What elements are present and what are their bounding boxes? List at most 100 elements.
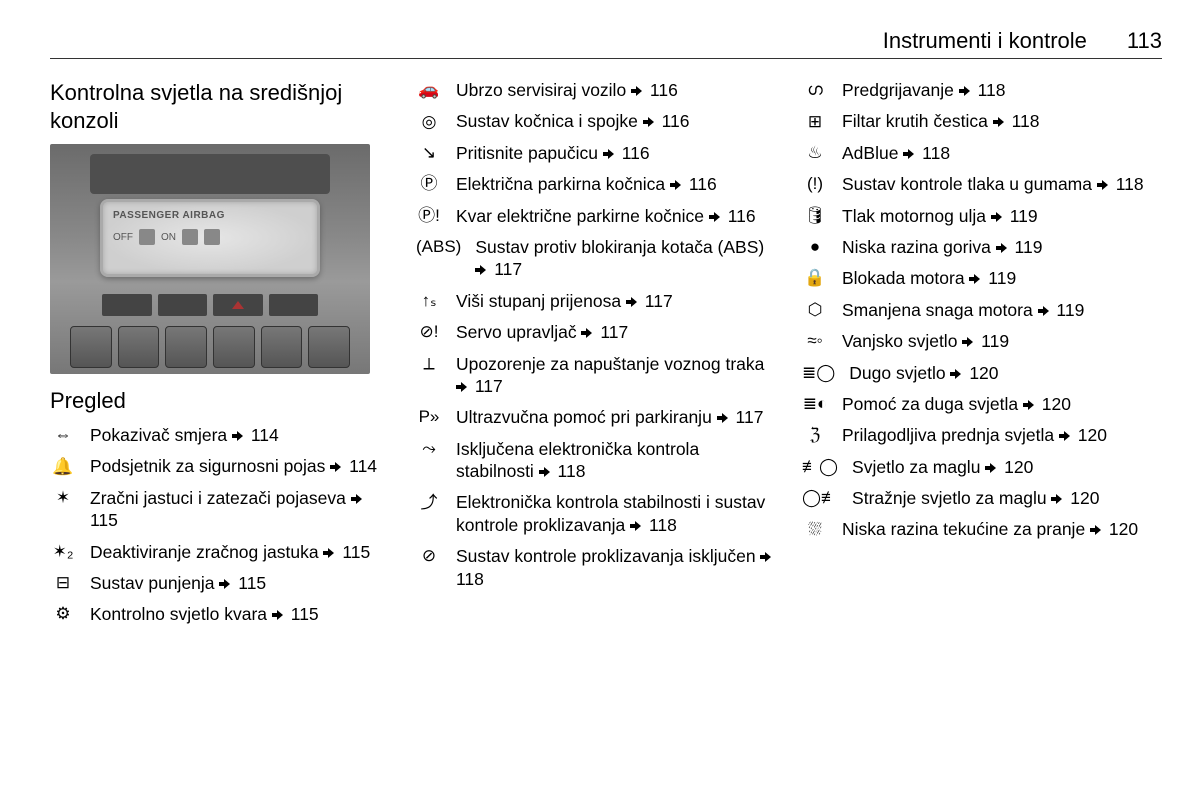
indicator-text: Sustav punjenja 115 bbox=[90, 572, 390, 594]
column-2: 🚗Ubrzo servisiraj vozilo 116 ◎Sustav kočn… bbox=[416, 79, 776, 635]
page-ref: 114 bbox=[344, 456, 377, 476]
indicator-item: (ABS) Sustav protiv blokiranja kotača (AB… bbox=[416, 236, 776, 281]
indicator-text: Niska razina tekućine za pranje 120 bbox=[842, 518, 1162, 540]
indicator-icon: 🚗 bbox=[416, 79, 442, 101]
page-number: 113 bbox=[1127, 28, 1162, 54]
indicator-icon: ↑ₛ bbox=[416, 290, 442, 312]
page-ref: 119 bbox=[1005, 206, 1038, 226]
indicator-text: Pokazivač smjera 114 bbox=[90, 424, 390, 446]
indicator-item: ⊘Sustav kontrole proklizavanja isključen… bbox=[416, 545, 776, 590]
page-ref-icon bbox=[219, 579, 231, 589]
page-ref-icon bbox=[323, 548, 335, 558]
indicator-text: Zračni jastuci i zatezači pojaseva 115 bbox=[90, 487, 390, 532]
page-ref-icon bbox=[993, 117, 1005, 127]
page-ref: 117 bbox=[489, 259, 522, 279]
indicator-text: Viši stupanj prijenosa 117 bbox=[456, 290, 776, 312]
page-ref: 117 bbox=[640, 291, 673, 311]
indicator-item: ↑ₛ Viši stupanj prijenosa 117 bbox=[416, 290, 776, 312]
indicator-item: Ⓟ!Kvar električne parkirne kočnice 116 bbox=[416, 205, 776, 227]
indicator-item: ⚙ Kontrolno svjetlo kvara 115 bbox=[50, 603, 390, 625]
page-ref-icon bbox=[1097, 180, 1109, 190]
page-ref-icon bbox=[1023, 400, 1035, 410]
indicator-icon: ≢◯ bbox=[802, 456, 838, 478]
section-title: Kontrolna svjetla na središnjoj konzoli bbox=[50, 79, 390, 134]
indicator-text: Kontrolno svjetlo kvara 115 bbox=[90, 603, 390, 625]
page-ref: 115 bbox=[233, 573, 266, 593]
page-ref-icon bbox=[760, 552, 772, 562]
indicator-item: ⊟ Sustav punjenja 115 bbox=[50, 572, 390, 594]
indicator-text: AdBlue 118 bbox=[842, 142, 1162, 164]
indicator-item: ◎Sustav kočnica i spojke 116 bbox=[416, 110, 776, 132]
indicator-icon: (ABS) bbox=[416, 236, 461, 258]
indicator-icon: 🔒 bbox=[802, 267, 828, 289]
indicator-text: Vanjsko svjetlo 119 bbox=[842, 330, 1162, 352]
indicator-text: Deaktiviranje zračnog jastuka 115 bbox=[90, 541, 390, 563]
indicator-icon: ⊘! bbox=[416, 321, 442, 343]
page-ref-icon bbox=[603, 149, 615, 159]
indicator-item: 🔔Podsjetnik za sigurnosni pojas 114 bbox=[50, 455, 390, 477]
indicator-icon: P» bbox=[416, 406, 442, 428]
indicator-item: ⤴Elektronička kontrola stabilnosti i sus… bbox=[416, 491, 776, 536]
page-ref-icon bbox=[456, 382, 468, 392]
indicator-icon: ♨ bbox=[802, 142, 828, 164]
indicator-item: ≣◐Pomoć za duga svjetla 120 bbox=[802, 393, 1162, 415]
page-ref-icon bbox=[985, 463, 997, 473]
page-ref: 119 bbox=[976, 331, 1009, 351]
page-ref-icon bbox=[272, 610, 284, 620]
indicator-icon: ⤳ bbox=[416, 438, 442, 460]
indicator-list-3: ഗPredgrijavanje 118⊞Filtar krutih čestic… bbox=[802, 79, 1162, 541]
indicator-icon: Ⓟ! bbox=[416, 205, 442, 227]
indicator-icon: ഗ bbox=[802, 79, 828, 101]
indicator-icon: 🔔 bbox=[50, 455, 76, 477]
airbag-on-text: ON bbox=[161, 232, 176, 243]
page-ref: 118 bbox=[973, 80, 1006, 100]
indicator-icon: ℨ bbox=[802, 424, 828, 446]
indicator-item: ●Niska razina goriva 119 bbox=[802, 236, 1162, 258]
page-ref-icon bbox=[643, 117, 655, 127]
indicator-text: Sustav kontrole proklizavanja isključen … bbox=[456, 545, 776, 590]
indicator-item: 🚗Ubrzo servisiraj vozilo 116 bbox=[416, 79, 776, 101]
indicator-item: ≈◦ Vanjsko svjetlo 119 bbox=[802, 330, 1162, 352]
page-ref: 114 bbox=[246, 425, 279, 445]
indicator-item: ⤳Isključena elektronička kontrola stabil… bbox=[416, 438, 776, 483]
indicator-text: Dugo svjetlo 120 bbox=[849, 362, 1162, 384]
indicator-text: Sustav protiv blokiranja kotača (ABS) 11… bbox=[475, 236, 776, 281]
indicator-icon: ⊟ bbox=[50, 572, 76, 594]
page-ref: 120 bbox=[1073, 425, 1107, 445]
indicator-item: ⛆ Niska razina tekućine za pranje 120 bbox=[802, 518, 1162, 540]
indicator-text: Sustav kontrole tlaka u gumama 118 bbox=[842, 173, 1162, 195]
page-ref: 116 bbox=[723, 206, 756, 226]
page-ref-icon bbox=[1038, 306, 1050, 316]
page-ref-icon bbox=[475, 265, 487, 275]
indicator-text: Stražnje svjetlo za maglu 120 bbox=[852, 487, 1162, 509]
page-ref: 116 bbox=[657, 111, 690, 131]
page-ref-icon bbox=[1059, 431, 1071, 441]
indicator-item: ✶Zračni jastuci i zatezači pojaseva 115 bbox=[50, 487, 390, 532]
indicator-list-2: 🚗Ubrzo servisiraj vozilo 116 ◎Sustav kočn… bbox=[416, 79, 776, 590]
page-ref-icon bbox=[581, 328, 593, 338]
indicator-item: 🛢Tlak motornog ulja 119 bbox=[802, 205, 1162, 227]
page-ref: 116 bbox=[645, 80, 678, 100]
column-3: ഗPredgrijavanje 118⊞Filtar krutih čestic… bbox=[802, 79, 1162, 635]
indicator-item: ✶₂Deaktiviranje zračnog jastuka 115 bbox=[50, 541, 390, 563]
page-ref-icon bbox=[630, 521, 642, 531]
indicator-icon: 🛢 bbox=[802, 205, 828, 227]
page-ref-icon bbox=[969, 274, 981, 284]
indicator-item: ⬡Smanjena snaga motora 119 bbox=[802, 299, 1162, 321]
indicator-icon: ⤴ bbox=[416, 491, 442, 513]
page-header: Instrumenti i kontrole 113 bbox=[50, 28, 1162, 59]
indicator-list-1: ⇔ Pokazivač smjera 114 🔔Podsjetnik za sigu… bbox=[50, 424, 390, 626]
indicator-icon: ⚙ bbox=[50, 603, 76, 625]
page-ref-icon bbox=[709, 212, 721, 222]
indicator-text: Niska razina goriva 119 bbox=[842, 236, 1162, 258]
indicator-icon: ≈◦ bbox=[802, 330, 828, 352]
airbag-off-text: OFF bbox=[113, 232, 133, 243]
page-ref-icon bbox=[717, 413, 729, 423]
page-ref: 120 bbox=[1065, 488, 1099, 508]
indicator-text: Ultrazvučna pomoć pri parkiranju 117 bbox=[456, 406, 776, 428]
indicator-item: ⇔ Pokazivač smjera 114 bbox=[50, 424, 390, 446]
indicator-text: Prilagodljiva prednja svjetla 120 bbox=[842, 424, 1162, 446]
indicator-icon: ⛆ bbox=[802, 518, 828, 540]
page-ref-icon bbox=[351, 494, 363, 504]
indicator-icon: ⇔ bbox=[50, 424, 76, 446]
